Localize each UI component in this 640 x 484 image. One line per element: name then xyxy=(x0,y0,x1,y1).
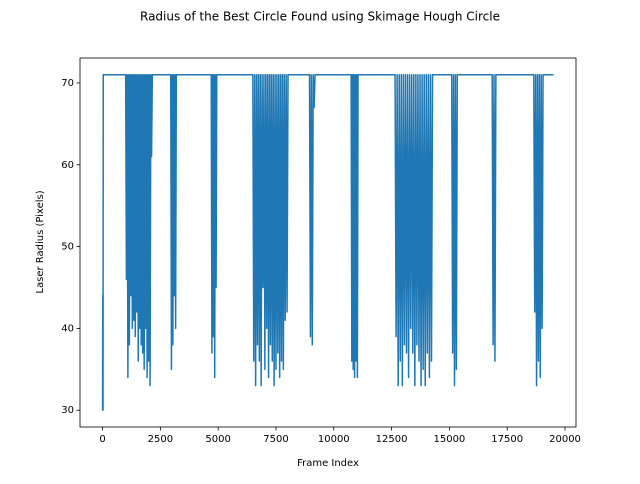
y-axis-label: Laser Radius (Pixels) xyxy=(35,190,46,293)
axes-frame xyxy=(79,57,577,428)
x-tick-label: 0 xyxy=(99,434,105,445)
y-tick-label: 40 xyxy=(61,323,74,334)
x-tick-label: 15000 xyxy=(433,434,465,445)
x-tick-label: 7500 xyxy=(263,434,288,445)
y-tick-label: 70 xyxy=(61,78,74,89)
x-axis-label: Frame Index xyxy=(297,458,359,469)
x-tick-label: 17500 xyxy=(491,434,523,445)
x-tick-label: 2500 xyxy=(148,434,173,445)
x-tick-label: 12500 xyxy=(376,434,408,445)
y-tick-label: 50 xyxy=(61,242,74,253)
data-line xyxy=(101,74,554,411)
y-tick-label: 30 xyxy=(61,405,74,416)
y-tick-label: 60 xyxy=(61,160,74,171)
chart-title: Radius of the Best Circle Found using Sk… xyxy=(140,10,500,24)
x-tick-label: 5000 xyxy=(205,434,230,445)
x-tick-label: 10000 xyxy=(318,434,350,445)
x-tick-label: 20000 xyxy=(549,434,581,445)
